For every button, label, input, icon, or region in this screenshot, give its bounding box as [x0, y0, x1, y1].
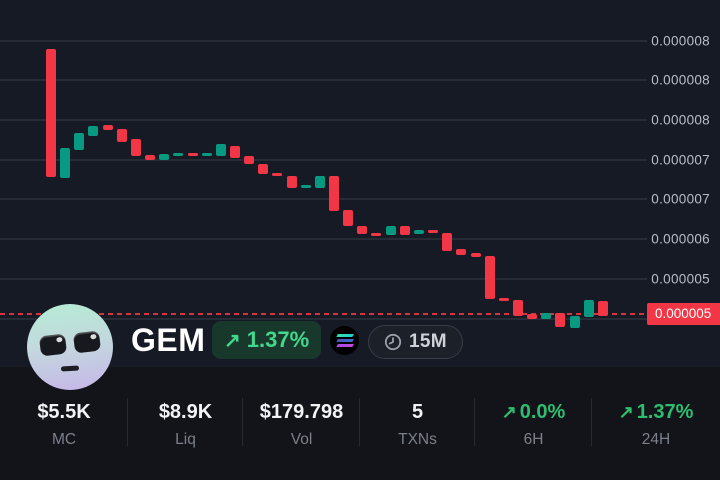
- trend-up-icon: ↗: [618, 401, 634, 422]
- candle: [413, 229, 424, 235]
- stat-24h-value: 1.37%: [636, 400, 694, 423]
- solana-bar-bottom: [336, 344, 354, 348]
- candle: [74, 132, 85, 151]
- gridline: [0, 39, 647, 42]
- candle: [555, 312, 566, 328]
- stat-vol: $179.798 Vol: [243, 367, 360, 480]
- stat-mc-value: $5.5K: [37, 400, 91, 423]
- gridline: [0, 79, 647, 82]
- stat-24h-label: 24H: [641, 430, 671, 448]
- candle: [286, 175, 297, 189]
- stat-liq-label: Liq: [175, 430, 196, 448]
- candle: [371, 232, 382, 236]
- candle: [159, 154, 170, 161]
- trend-up-icon: ↗: [224, 329, 241, 352]
- candle: [329, 175, 339, 212]
- stat-txns-value: 5: [411, 400, 424, 423]
- y-axis-label: 0.000008: [651, 72, 710, 88]
- candle: [46, 49, 56, 178]
- stat-24h: ↗ 1.37% 24H: [592, 367, 720, 480]
- candle: [300, 185, 311, 189]
- stat-6h-label: 6H: [523, 430, 544, 448]
- avatar-right-eye: [72, 330, 102, 354]
- candle: [569, 316, 580, 329]
- stats-bar: $5.5K MC $8.9K Liq $179.798 Vol 5 TXNs ↗…: [0, 367, 720, 480]
- gridline: [0, 198, 647, 201]
- candle: [201, 153, 212, 157]
- candle: [88, 126, 99, 136]
- stat-mc: $5.5K MC: [0, 367, 128, 480]
- candle: [583, 300, 594, 317]
- stat-vol-label: Vol: [290, 430, 313, 448]
- candle: [343, 209, 354, 227]
- y-axis-label: 0.000006: [651, 231, 710, 247]
- y-axis-label: 0.000008: [651, 112, 710, 128]
- candle: [484, 255, 495, 299]
- candle: [512, 300, 523, 317]
- clock-icon: [384, 333, 402, 351]
- candle: [173, 153, 184, 157]
- candle: [428, 229, 439, 233]
- candle: [116, 128, 127, 143]
- candle: [597, 301, 608, 317]
- candle: [187, 153, 198, 157]
- gridline: [0, 317, 647, 320]
- y-axis-label: 0.000007: [651, 152, 710, 168]
- candle: [399, 226, 410, 236]
- stat-liq: $8.9K Liq: [128, 367, 243, 480]
- candle: [385, 226, 396, 236]
- current-price-tag: 0.000005: [647, 302, 720, 325]
- candle: [456, 248, 467, 255]
- stat-mc-label: MC: [51, 430, 77, 448]
- price-chart[interactable]: 0.000005 0.000008 0.000008 0.000008 0.00000…: [0, 0, 720, 367]
- y-axis-label: 0.000007: [651, 191, 710, 207]
- candle: [229, 146, 240, 159]
- token-avatar[interactable]: [27, 304, 113, 390]
- candle: [102, 124, 113, 131]
- solana-bar-top: [336, 334, 354, 338]
- candle: [258, 164, 269, 174]
- candle: [498, 297, 509, 302]
- avatar-left-eye: [38, 333, 68, 357]
- candle: [470, 253, 481, 258]
- stat-liq-value: $8.9K: [158, 400, 213, 423]
- candle: [244, 156, 255, 165]
- solana-bar-middle: [336, 339, 354, 343]
- gridline: [0, 277, 647, 280]
- candle: [215, 143, 226, 157]
- candle: [272, 173, 283, 177]
- stat-6h-value: 0.0%: [519, 400, 566, 423]
- gridline: [0, 118, 647, 121]
- avatar-mouth: [60, 365, 80, 372]
- y-axis-label: 0.000005: [651, 271, 710, 287]
- gridline: [0, 158, 647, 161]
- trend-up-icon: ↗: [501, 401, 517, 422]
- solana-icon[interactable]: [330, 326, 359, 355]
- gridline: [0, 238, 647, 241]
- candle: [130, 139, 141, 157]
- y-axis-label: 0.000008: [651, 33, 710, 48]
- stat-txns: 5 TXNs: [360, 367, 475, 480]
- current-price-line: [0, 312, 647, 315]
- candle: [442, 232, 453, 252]
- timeframe-value: 15M: [409, 331, 447, 352]
- price-change-value: 1.37%: [246, 327, 310, 352]
- stat-txns-label: TXNs: [398, 430, 437, 448]
- stat-vol-value: $179.798: [259, 400, 344, 423]
- candle: [145, 154, 156, 161]
- stat-6h: ↗ 0.0% 6H: [475, 367, 592, 480]
- candle: [314, 176, 325, 189]
- price-change-badge: ↗ 1.37%: [212, 321, 322, 359]
- candle: [527, 313, 538, 320]
- candle: [357, 225, 368, 234]
- timeframe-selector[interactable]: 15M: [368, 325, 463, 359]
- candle: [60, 147, 71, 178]
- candle: [541, 312, 552, 320]
- token-name: GEM: [131, 322, 206, 358]
